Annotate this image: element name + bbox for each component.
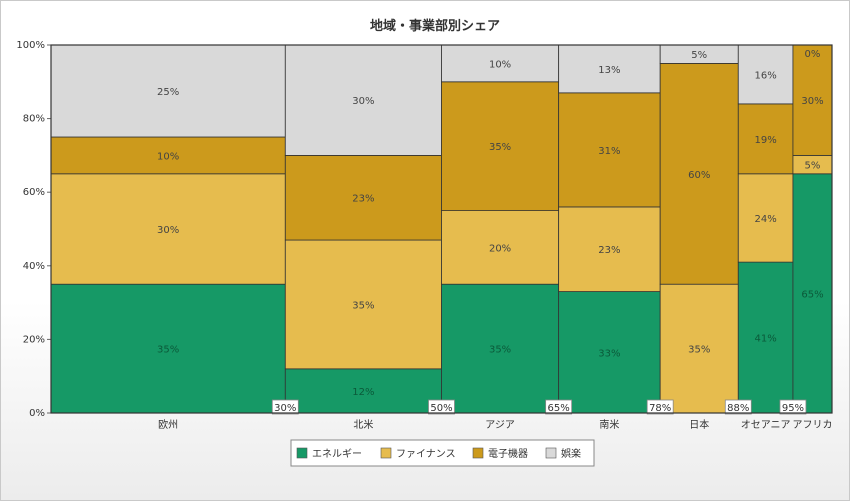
legend-label: ファイナンス: [396, 448, 456, 460]
plot-border: [50, 44, 833, 414]
legend-label: 娯楽: [561, 447, 581, 460]
column-1: 12% 35% 23% 30%: [284, 44, 442, 414]
cumulative-x-label: 95%: [782, 403, 804, 414]
x-category-label: 欧州: [158, 419, 178, 431]
segment: [792, 44, 833, 156]
segment: [441, 283, 560, 414]
x-category-label: 南米: [599, 418, 619, 431]
segment-label: 35%: [688, 345, 710, 356]
cumulative-x-box: [779, 399, 807, 415]
segment: [441, 81, 560, 212]
cumulative-x-box: [545, 399, 573, 415]
x-category-label: アジア: [485, 420, 515, 431]
segment-label: 16%: [754, 70, 776, 81]
segment: [50, 173, 286, 285]
cumulative-x-label: 65%: [548, 403, 570, 414]
segment-label: 10%: [489, 59, 511, 70]
segment-label: 12%: [352, 387, 374, 398]
segment: [441, 44, 560, 83]
segment-label: 35%: [157, 345, 179, 356]
segment-label: 30%: [801, 96, 823, 107]
legend-swatch: [296, 447, 308, 459]
segment: [558, 44, 661, 94]
segment-label: 5%: [691, 50, 707, 61]
cumulative-x-box: [271, 399, 299, 415]
segment-label: 13%: [598, 65, 620, 76]
segment: [284, 44, 442, 156]
segment-label: 35%: [352, 300, 374, 311]
segment-label: 5%: [805, 161, 821, 172]
cumulative-x-label: 88%: [727, 403, 749, 414]
segment: [441, 210, 560, 285]
x-category-label: アフリカ: [792, 419, 832, 431]
column-0: 35% 30% 10% 25%: [50, 44, 286, 414]
cumulative-x-label: 30%: [274, 403, 296, 414]
segment-label: 25%: [157, 87, 179, 98]
legend-label: エネルギー: [312, 448, 362, 460]
segment-label: 65%: [801, 289, 823, 300]
cumulative-x-box: [724, 399, 752, 415]
chart-title: 地域・事業部別シェア: [370, 18, 500, 34]
y-tick-label: 20%: [23, 334, 45, 345]
column-4: 0%35%60%5%: [659, 44, 739, 414]
y-tick-label: 80%: [23, 114, 45, 125]
segment: [558, 206, 661, 292]
segment-label: 35%: [489, 345, 511, 356]
legend-box: [290, 439, 595, 467]
segment-label: 20%: [489, 243, 511, 254]
segment-label: 23%: [352, 194, 374, 205]
segment: [737, 173, 794, 263]
segment-label: 23%: [598, 245, 620, 256]
legend-swatch: [545, 447, 557, 459]
x-category-label: 日本: [689, 418, 709, 431]
segment-label: 33%: [598, 348, 620, 359]
segment: [737, 44, 794, 105]
segment-label: 19%: [754, 135, 776, 146]
column-3: 33% 23% 31% 13%: [558, 44, 661, 414]
segment: [284, 239, 442, 370]
legend-label: 電子機器: [488, 447, 528, 460]
segment-label: 0%: [805, 49, 821, 60]
column-5: 41% 24% 19% 16%: [737, 44, 794, 414]
segment: [50, 136, 286, 175]
segment: [737, 261, 794, 414]
segment: [737, 103, 794, 175]
y-tick-label: 0%: [29, 408, 45, 419]
segment: [659, 283, 739, 414]
segment-label: 35%: [489, 142, 511, 153]
legend-swatch: [380, 447, 392, 459]
column-2: 35% 20% 35% 10%: [441, 44, 560, 414]
segment: [50, 44, 286, 138]
segment-label: 41%: [754, 334, 776, 345]
column-6: 65% 5% 30% 0%: [792, 44, 833, 414]
segment-label: 60%: [688, 170, 710, 181]
y-tick-label: 60%: [23, 187, 45, 198]
segment-label: 30%: [352, 96, 374, 107]
segment-label: 31%: [598, 146, 620, 157]
segment: [558, 291, 661, 414]
segment-label: 10%: [157, 151, 179, 162]
segment: [284, 154, 442, 241]
segment: [659, 63, 739, 285]
x-category-label: オセアニア: [741, 419, 791, 431]
cumulative-x-label: 50%: [430, 403, 452, 414]
segment: [558, 92, 661, 208]
y-tick-label: 100%: [16, 40, 45, 51]
segment-label: 30%: [157, 225, 179, 236]
cumulative-x-box: [428, 399, 455, 415]
cumulative-x-box: [646, 399, 674, 415]
x-category-label: 北米: [353, 418, 373, 431]
cumulative-x-label: 78%: [649, 403, 671, 414]
segment-label: 24%: [754, 214, 776, 225]
y-tick-label: 40%: [23, 261, 45, 272]
legend-swatch: [472, 447, 484, 459]
